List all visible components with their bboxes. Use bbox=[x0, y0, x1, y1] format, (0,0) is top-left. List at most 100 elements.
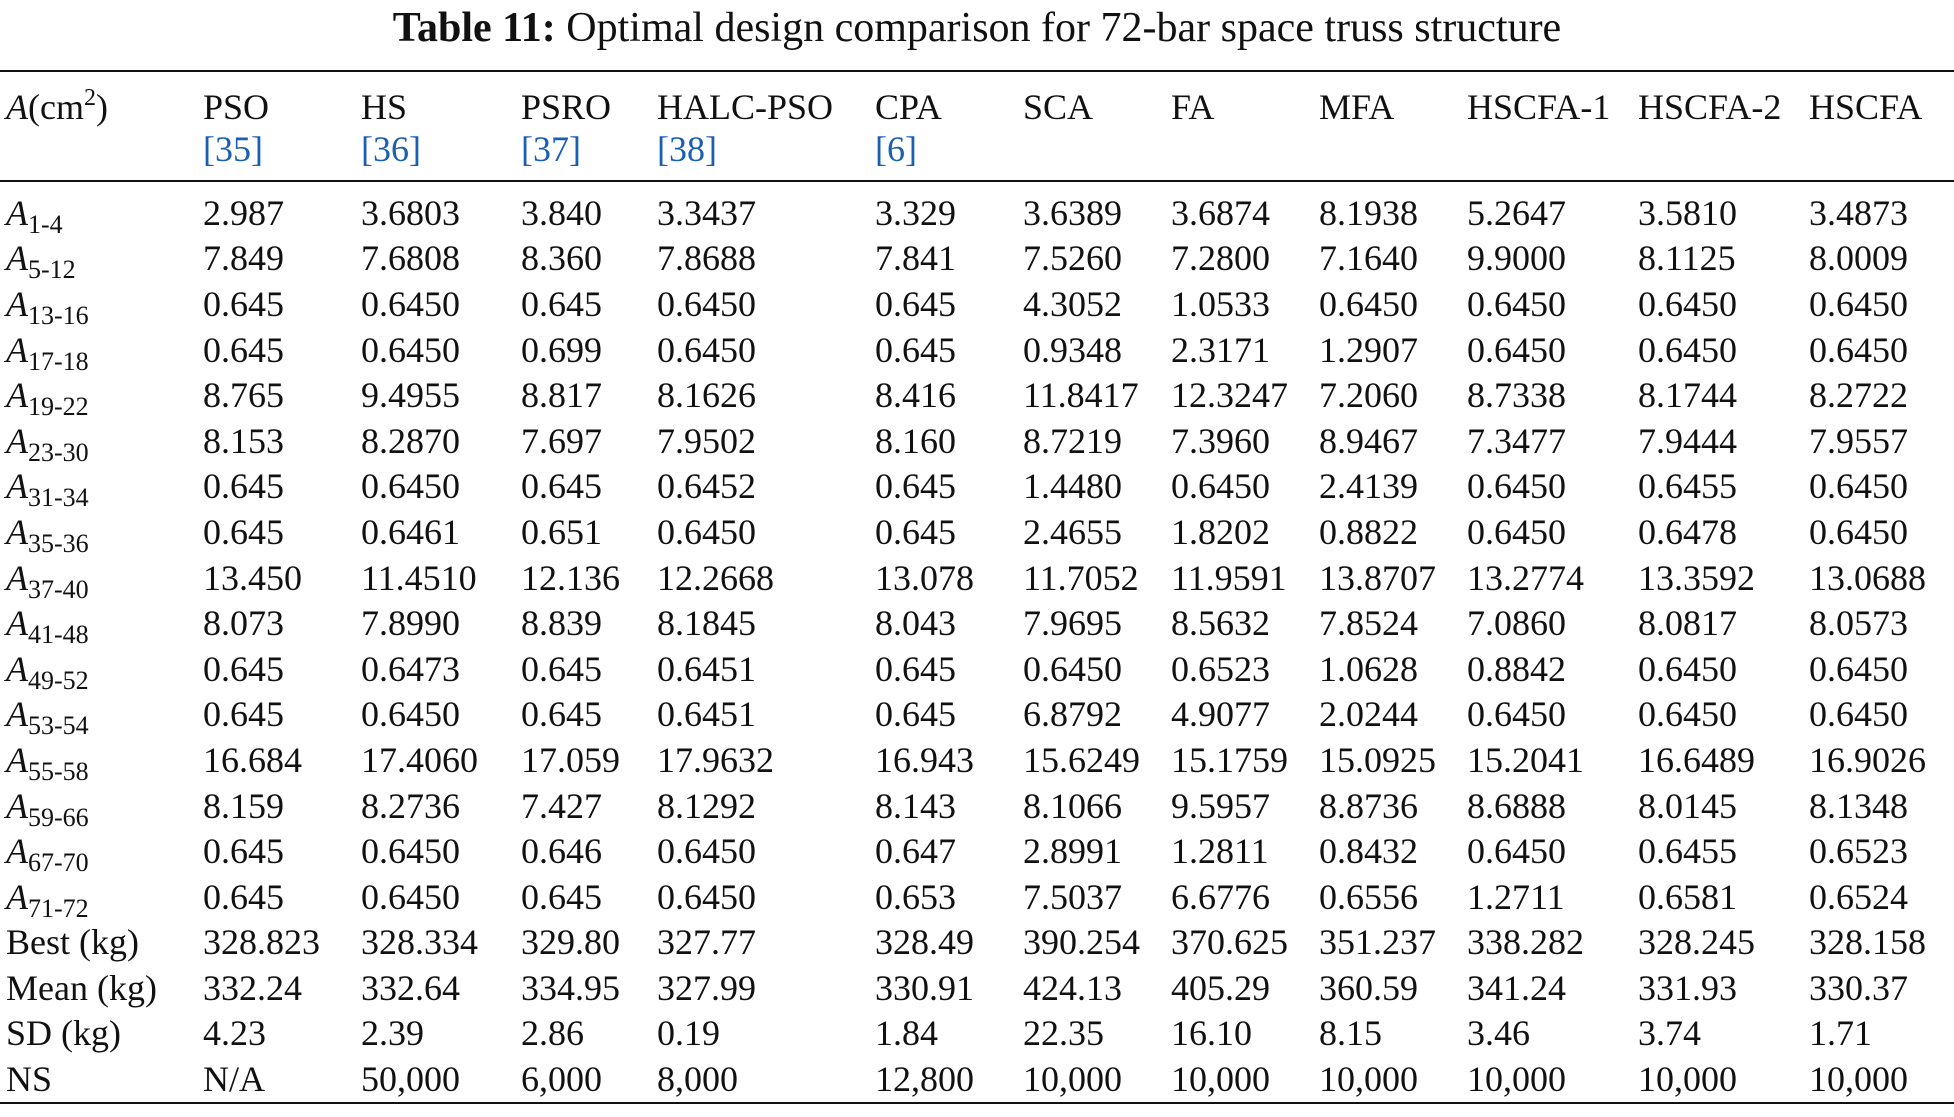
table-cell: 7.8524 bbox=[1319, 603, 1418, 644]
table-cell: 8.2722 bbox=[1809, 375, 1908, 416]
table-cell: 0.645 bbox=[203, 648, 284, 689]
table-body: A1-4 2.987 3.6803 3.840 3.3437 3.329 3.6389 3.6… bbox=[0, 181, 1954, 1104]
table-caption: Table 11: Optimal design comparison for … bbox=[0, 0, 1954, 54]
row-label: A41-48 bbox=[6, 603, 89, 650]
method-name: FA bbox=[1171, 87, 1215, 127]
table-cell: 0.645 bbox=[203, 511, 284, 552]
table-cell: 7.0860 bbox=[1467, 603, 1566, 644]
method-citation: [37] bbox=[521, 129, 581, 169]
table-cell: 8.0817 bbox=[1638, 603, 1737, 644]
table-row: Best (kg) 328.823 328.334 329.80 327.77 328.4… bbox=[0, 920, 1954, 966]
table-cell: 13.3592 bbox=[1638, 557, 1755, 598]
table-cell: 360.59 bbox=[1319, 967, 1418, 1008]
table-cell: 0.645 bbox=[203, 329, 284, 370]
row-label: A35-36 bbox=[6, 511, 89, 558]
table-cell: 7.3960 bbox=[1171, 420, 1270, 461]
table-cell: 328.823 bbox=[203, 922, 320, 963]
row-label: A23-30 bbox=[6, 420, 89, 467]
table-row: A41-48 8.073 7.8990 8.839 8.1845 8.043 7.9695 8… bbox=[0, 600, 1954, 650]
table-cell: 3.6389 bbox=[1023, 192, 1122, 233]
table-row: A59-66 8.159 8.2736 7.427 8.1292 8.143 8.1066 9… bbox=[0, 783, 1954, 831]
table-cell: 329.80 bbox=[521, 922, 620, 963]
table-cell: 0.645 bbox=[203, 283, 284, 324]
table-cell: 8.0573 bbox=[1809, 603, 1908, 644]
table-cell: 8,000 bbox=[651, 1056, 869, 1104]
table-cell: 5.2647 bbox=[1467, 192, 1566, 233]
row-label: A19-22 bbox=[6, 375, 89, 422]
table-cell: 8.360 bbox=[521, 238, 602, 279]
table-cell: 0.645 bbox=[875, 511, 956, 552]
table-cell: 2.4139 bbox=[1319, 466, 1418, 507]
table-cell: 330.37 bbox=[1809, 967, 1908, 1008]
header-method: HSCFA-1 bbox=[1461, 70, 1632, 182]
table-cell: 10,000 bbox=[1313, 1056, 1461, 1104]
table-cell: 13.2774 bbox=[1467, 557, 1584, 598]
table-cell: 8.1125 bbox=[1638, 238, 1736, 279]
table-cell: 0.645 bbox=[203, 831, 284, 872]
method-citation: [35] bbox=[203, 129, 263, 169]
header-method: PSRO [37] bbox=[515, 70, 651, 182]
table-cell: 8.2736 bbox=[361, 785, 460, 826]
table-cell: 9.5957 bbox=[1171, 785, 1270, 826]
table-row: A71-72 0.645 0.6450 0.645 0.6450 0.653 7.5037 6… bbox=[0, 874, 1954, 922]
table-cell: 0.6450 bbox=[1809, 648, 1908, 689]
table-cell: 3.6803 bbox=[361, 192, 460, 233]
table-cell: 0.645 bbox=[521, 694, 602, 735]
table-cell: 8.143 bbox=[875, 785, 956, 826]
table-cell: 7.2060 bbox=[1319, 375, 1418, 416]
table-cell: 0.6450 bbox=[1319, 283, 1418, 324]
table-cell: 8.5632 bbox=[1171, 603, 1270, 644]
table-cell: 328.158 bbox=[1809, 922, 1926, 963]
table-cell: 15.0925 bbox=[1319, 739, 1436, 780]
table-cell: 0.699 bbox=[521, 329, 602, 370]
citation-link[interactable]: 37 bbox=[533, 129, 569, 169]
method-name: HALC-PSO bbox=[657, 87, 834, 127]
table-cell: 0.6450 bbox=[1171, 466, 1270, 507]
table-row: SD (kg) 4.23 2.39 2.86 0.19 1.84 22.35 16.10 8.1… bbox=[0, 1011, 1954, 1057]
table-cell: 17.4060 bbox=[361, 739, 478, 780]
table-cell: 0.6450 bbox=[361, 694, 460, 735]
row-label: A1-4 bbox=[6, 192, 63, 239]
table-cell: 15.1759 bbox=[1171, 739, 1288, 780]
table-cell: 0.6450 bbox=[1023, 648, 1122, 689]
table-cell: 1.0533 bbox=[1171, 283, 1270, 324]
table-cell: N/A bbox=[197, 1056, 355, 1104]
table-cell: 8.6888 bbox=[1467, 785, 1566, 826]
table-cell: 0.653 bbox=[875, 876, 956, 917]
table-cell: 0.6455 bbox=[1638, 831, 1737, 872]
comparison-table-container: A(cm2) PSO [35] HS [36] PSRO [37] HALC-PSO [38]… bbox=[0, 70, 1954, 1104]
table-cell: 0.6450 bbox=[1467, 283, 1566, 324]
table-cell: 0.6450 bbox=[361, 876, 460, 917]
table-row: A67-70 0.645 0.6450 0.646 0.6450 0.647 2.8991 1… bbox=[0, 828, 1954, 876]
table-cell: 0.646 bbox=[521, 831, 602, 872]
citation-link[interactable]: 35 bbox=[215, 129, 251, 169]
table-cell: 327.77 bbox=[657, 922, 756, 963]
table-cell: 3.46 bbox=[1467, 1013, 1530, 1054]
citation-link[interactable]: 6 bbox=[887, 129, 905, 169]
citation-link[interactable]: 38 bbox=[669, 129, 705, 169]
table-cell: 1.71 bbox=[1809, 1013, 1872, 1054]
table-cell: 6.8792 bbox=[1023, 694, 1122, 735]
table-cell: 1.2811 bbox=[1171, 831, 1269, 872]
table-cell: 7.841 bbox=[875, 238, 956, 279]
table-cell: 22.35 bbox=[1023, 1013, 1104, 1054]
table-cell: 0.6523 bbox=[1171, 648, 1270, 689]
header-method: HALC-PSO [38] bbox=[651, 70, 869, 182]
table-cell: 7.1640 bbox=[1319, 238, 1418, 279]
table-cell: 2.0244 bbox=[1319, 694, 1418, 735]
header-method: MFA bbox=[1313, 70, 1461, 182]
table-cell: 0.8432 bbox=[1319, 831, 1418, 872]
table-cell: 11.8417 bbox=[1023, 375, 1139, 416]
citation-link[interactable]: 36 bbox=[373, 129, 409, 169]
table-cell: 12.2668 bbox=[657, 557, 774, 598]
table-cell: 0.645 bbox=[875, 283, 956, 324]
table-row: A5-12 7.849 7.6808 8.360 7.8688 7.841 7.5260 7.… bbox=[0, 236, 1954, 283]
header-method: SCA bbox=[1017, 70, 1165, 182]
table-cell: 0.645 bbox=[521, 648, 602, 689]
row-label: A13-16 bbox=[6, 283, 89, 330]
method-name: SCA bbox=[1023, 87, 1094, 127]
table-cell: 0.6478 bbox=[1638, 511, 1737, 552]
method-name: HSCFA-2 bbox=[1638, 87, 1782, 127]
table-cell: 0.6450 bbox=[1467, 329, 1566, 370]
table-cell: 328.334 bbox=[361, 922, 478, 963]
